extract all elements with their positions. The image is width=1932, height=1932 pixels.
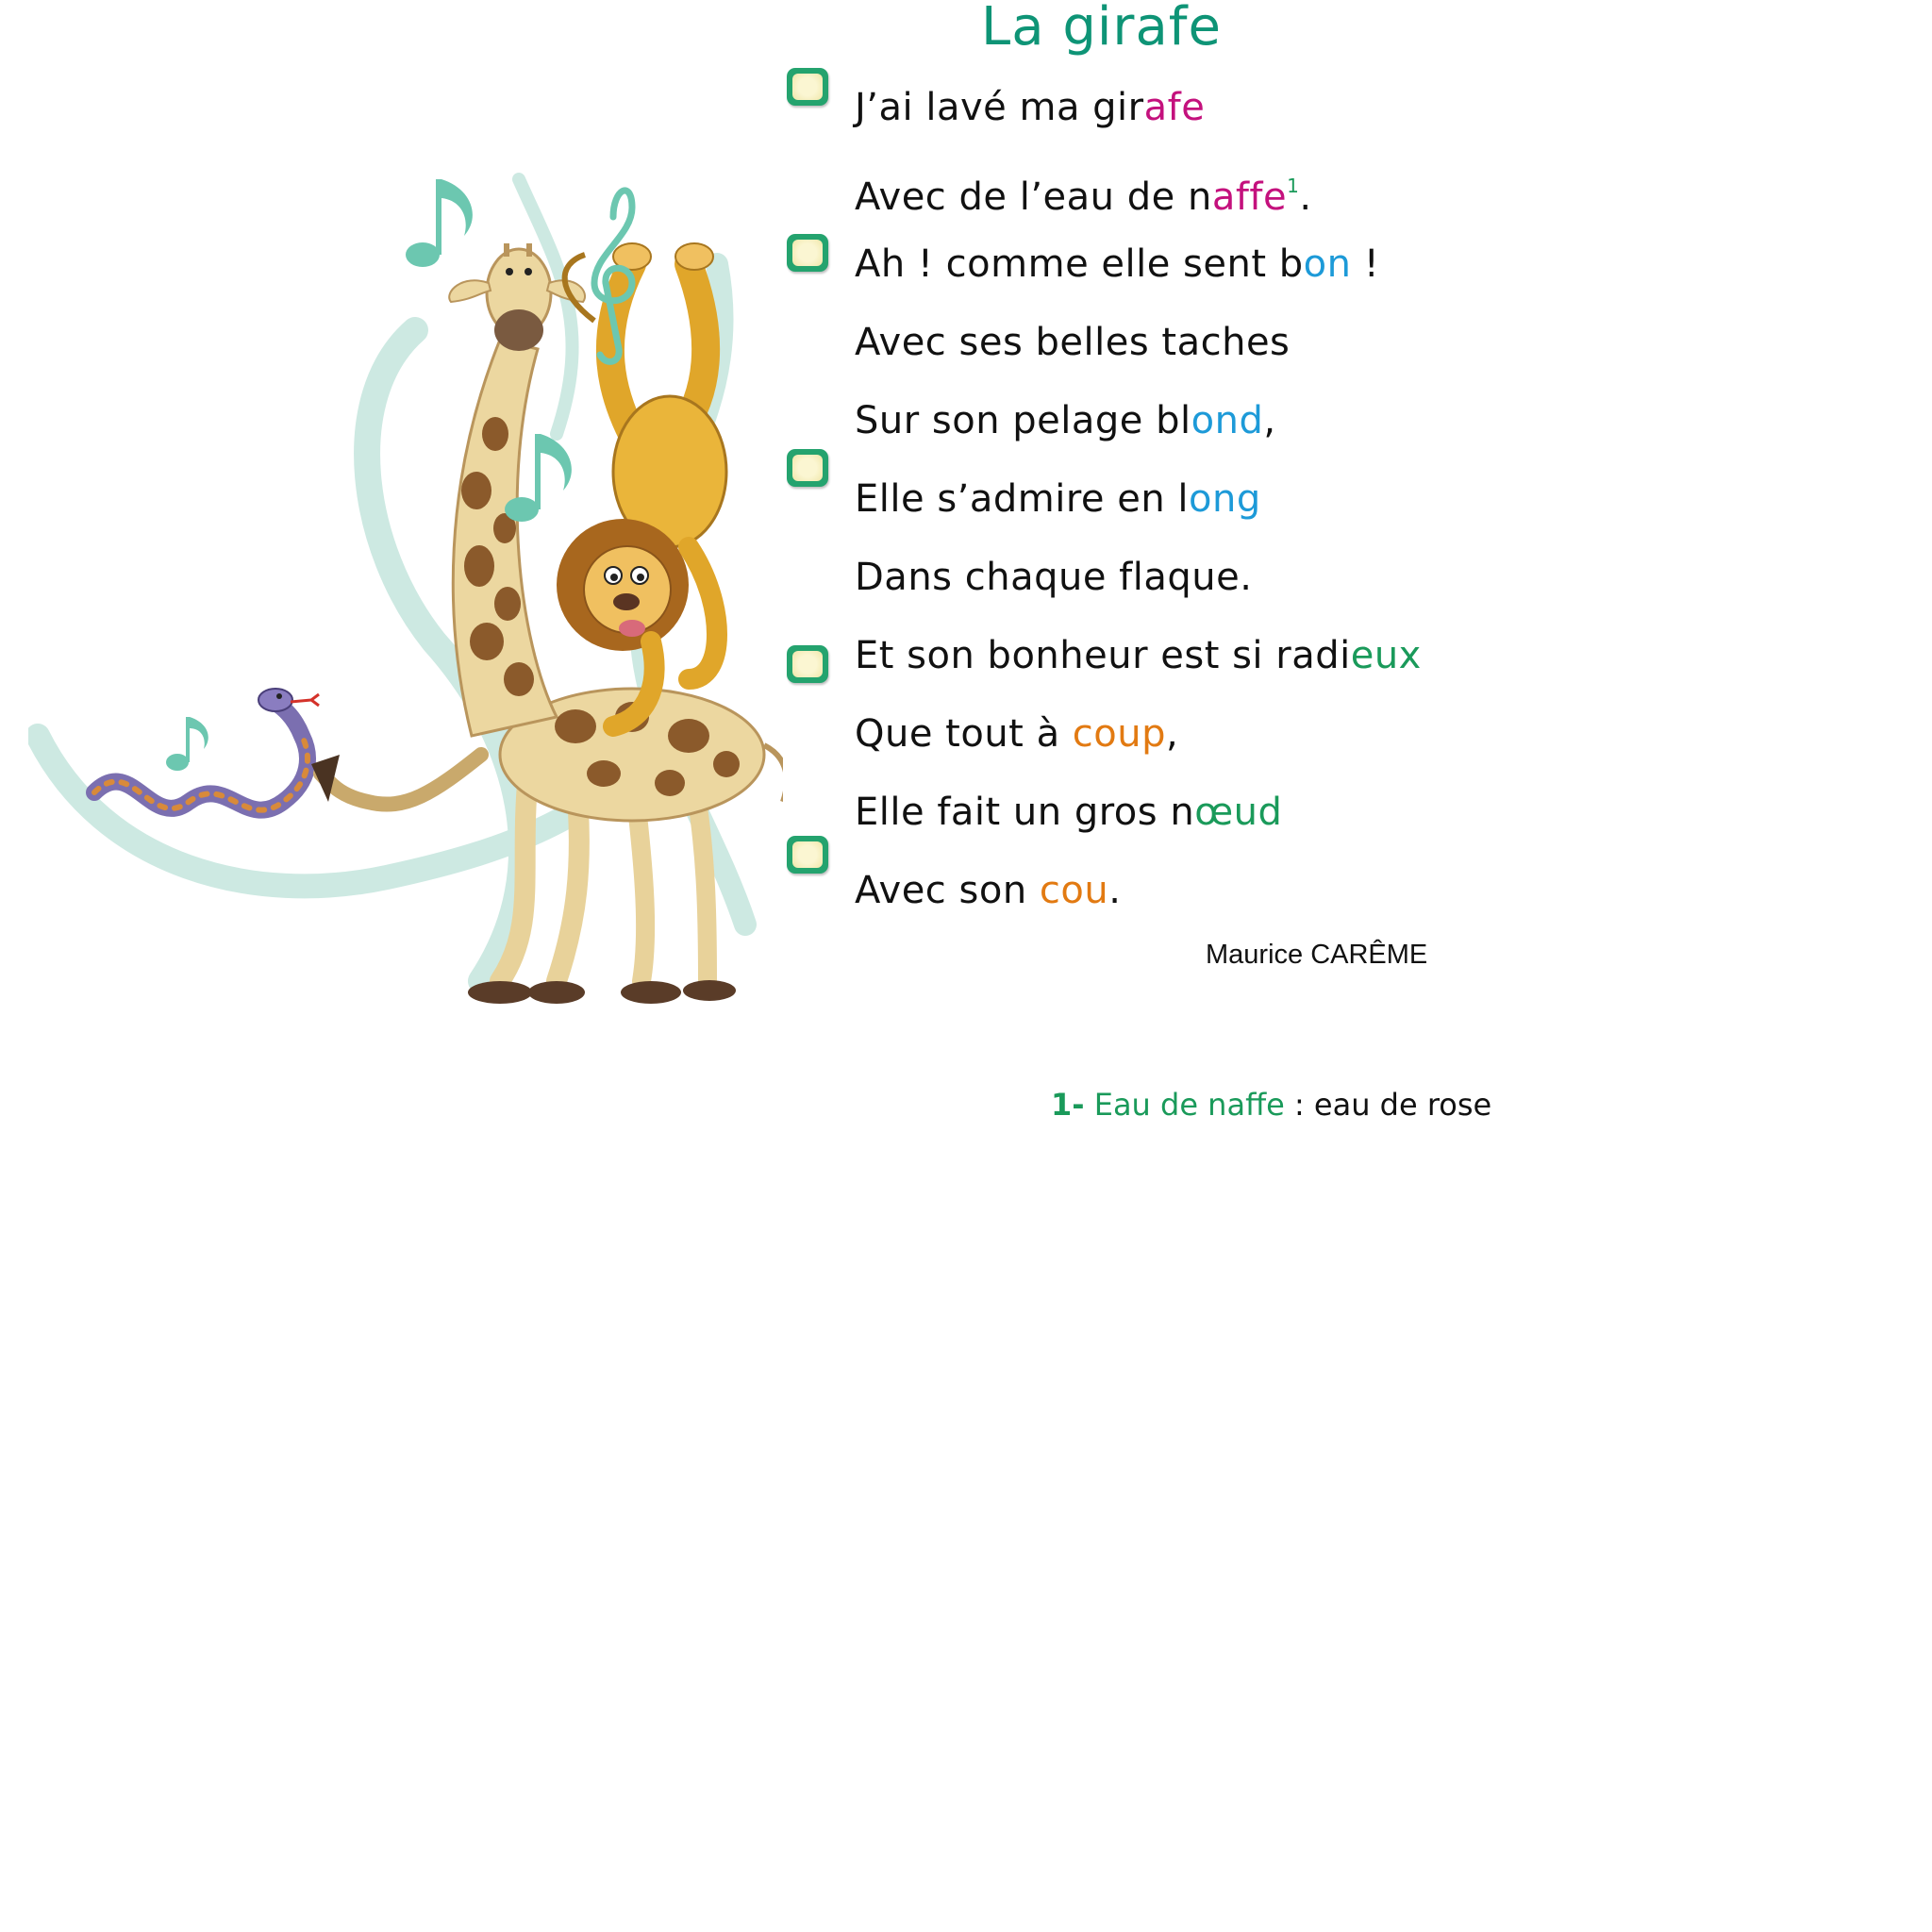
poem-line-8: Et son bonheur est si radieux: [855, 634, 1422, 677]
stanza-marker-5: [787, 836, 828, 874]
rhyme-highlight: eux: [1350, 634, 1422, 677]
rhyme-highlight: cou: [1039, 869, 1109, 912]
stanza-marker-1: [787, 68, 828, 106]
poem-line-7: Dans chaque flaque.: [855, 556, 1253, 599]
giraffe-lion-illustration: [28, 173, 783, 1004]
footnote-term: Eau de naffe: [1093, 1087, 1285, 1123]
poem-line-1: J’ai lavé ma girafe: [855, 86, 1206, 129]
music-note-icon: [166, 179, 572, 771]
poem-title: La girafe: [981, 0, 1222, 58]
footnote: 1- Eau de naffe : eau de rose: [1051, 1087, 1491, 1123]
giraffe-icon: [311, 243, 783, 1004]
snake-icon: [86, 688, 320, 819]
rhyme-highlight: coup: [1072, 712, 1167, 756]
poem-line-11: Avec son cou.: [855, 869, 1122, 912]
rhyme-highlight: œud: [1194, 791, 1283, 834]
poem-line-10: Elle fait un gros nœud: [855, 791, 1283, 834]
footnote-reference: 1: [1287, 175, 1300, 197]
rhyme-highlight: affe: [1211, 175, 1288, 219]
poem-line-3: Ah ! comme elle sent bon !: [855, 242, 1380, 286]
poem-author: Maurice CARÊME: [1206, 940, 1428, 970]
footnote-definition: : eau de rose: [1284, 1087, 1492, 1123]
stanza-marker-2: [787, 234, 828, 272]
poem-line-2: Avec de l’eau de naffe1.: [855, 175, 1312, 219]
poem-line-9: Que tout à coup,: [855, 712, 1179, 756]
poem-line-6: Elle s’admire en long: [855, 477, 1261, 521]
poem-line-4: Avec ses belles taches: [855, 321, 1291, 364]
footnote-number: 1-: [1051, 1087, 1085, 1123]
poem-line-5: Sur son pelage blond,: [855, 399, 1276, 442]
rhyme-highlight: afe: [1143, 86, 1206, 129]
rhyme-highlight: on: [1303, 242, 1352, 286]
rhyme-highlight: ong: [1189, 477, 1261, 521]
treble-clef-icon: [591, 187, 636, 365]
rhyme-highlight: ond: [1191, 399, 1264, 442]
stanza-marker-4: [787, 645, 828, 683]
stanza-marker-3: [787, 449, 828, 487]
